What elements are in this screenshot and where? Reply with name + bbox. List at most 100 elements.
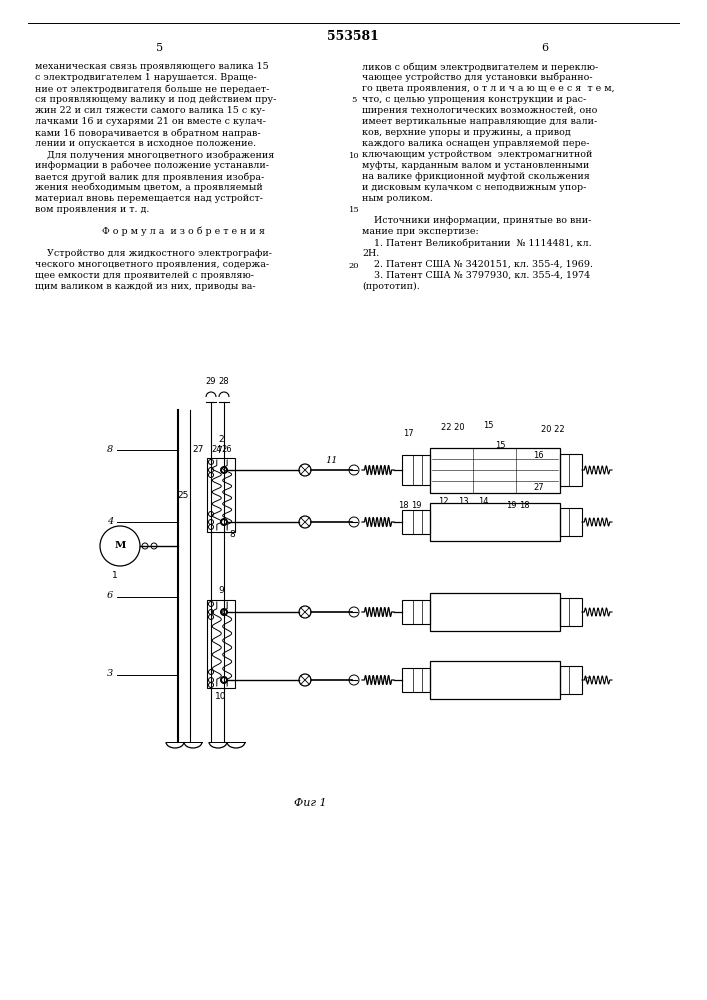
Bar [402, 455, 430, 485]
Text: 2: 2 [218, 435, 224, 444]
Circle shape [209, 468, 214, 473]
Circle shape [349, 607, 359, 617]
Text: 26: 26 [222, 445, 233, 454]
Bar [402, 510, 430, 534]
Text: 1: 1 [112, 571, 118, 580]
Text: 5: 5 [156, 43, 163, 53]
Text: ным роликом.: ным роликом. [362, 194, 433, 203]
Text: механическая связь проявляющего валика 15: механическая связь проявляющего валика 1… [35, 62, 269, 71]
Text: чающее устройство для установки выбранно-: чающее устройство для установки выбранно… [362, 73, 592, 83]
Circle shape [209, 524, 214, 530]
Circle shape [209, 678, 214, 682]
Bar [560, 598, 582, 626]
Text: 5: 5 [351, 97, 357, 104]
Text: 20 22: 20 22 [541, 424, 565, 434]
Text: ся проявляющему валику и под действием пру-: ся проявляющему валику и под действием п… [35, 95, 276, 104]
Text: лачками 16 и сухарями 21 он вместе с кулач-: лачками 16 и сухарями 21 он вместе с кул… [35, 117, 266, 126]
Text: 25: 25 [177, 490, 189, 499]
Text: жин 22 и сил тяжести самого валика 15 с ку-: жин 22 и сил тяжести самого валика 15 с … [35, 106, 265, 115]
Text: что, с целью упрощения конструкции и рас-: что, с целью упрощения конструкции и рас… [362, 95, 586, 104]
Text: 6: 6 [107, 591, 113, 600]
Text: 27: 27 [533, 484, 544, 492]
Circle shape [209, 601, 214, 606]
Text: ческого многоцветного проявления, содержа-: ческого многоцветного проявления, содерж… [35, 260, 269, 269]
Text: 13: 13 [457, 497, 468, 506]
Text: 27: 27 [192, 445, 204, 454]
Text: 19: 19 [506, 500, 516, 510]
Circle shape [221, 466, 228, 474]
Circle shape [209, 460, 214, 464]
Circle shape [221, 609, 226, 614]
Text: 29: 29 [206, 377, 216, 386]
Circle shape [349, 465, 359, 475]
Circle shape [151, 543, 157, 549]
Text: и дисковым кулачком с неподвижным упор-: и дисковым кулачком с неподвижным упор- [362, 183, 586, 192]
Text: 20: 20 [349, 261, 359, 269]
Bar [560, 508, 582, 536]
Text: муфты, карданным валом и установленными: муфты, карданным валом и установленными [362, 161, 589, 170]
Text: (прототип).: (прототип). [362, 282, 420, 291]
Text: 15: 15 [349, 207, 359, 215]
Circle shape [209, 520, 214, 524]
Bar [402, 668, 430, 692]
Text: с электродвигателем 1 нарушается. Враще-: с электродвигателем 1 нарушается. Враще- [35, 73, 257, 82]
Circle shape [221, 468, 226, 473]
Text: 10: 10 [349, 151, 359, 159]
Text: 12: 12 [438, 497, 448, 506]
Text: c: c [585, 676, 590, 684]
Text: 28: 28 [218, 377, 229, 386]
Text: 22 20: 22 20 [441, 424, 464, 432]
Text: 2. Патент США № 3420151, кл. 355-4, 1969.: 2. Патент США № 3420151, кл. 355-4, 1969… [362, 260, 593, 269]
Bar [560, 454, 582, 486]
Text: информации в рабочее положение устанавли-: информации в рабочее положение устанавли… [35, 161, 269, 170]
Text: Источники информации, принятые во вни-: Источники информации, принятые во вни- [362, 216, 591, 225]
Text: материал вновь перемещается над устройст-: материал вновь перемещается над устройст… [35, 194, 263, 203]
Circle shape [209, 473, 214, 478]
Text: 4: 4 [107, 516, 113, 526]
Text: лении и опускается в исходное положение.: лении и опускается в исходное положение. [35, 139, 256, 148]
Circle shape [209, 682, 214, 688]
Text: Для получения многоцветного изображения: Для получения многоцветного изображения [35, 150, 274, 159]
Bar [402, 600, 430, 624]
Bar [430, 593, 560, 631]
Text: 18: 18 [397, 500, 409, 510]
Text: жения необходимым цветом, а проявляемый: жения необходимым цветом, а проявляемый [35, 183, 263, 192]
Text: ширения технологических возможностей, оно: ширения технологических возможностей, он… [362, 106, 597, 115]
Bar [207, 458, 235, 532]
Text: 10: 10 [215, 692, 227, 701]
Text: щим валиком в каждой из них, приводы ва-: щим валиком в каждой из них, приводы ва- [35, 282, 256, 291]
Text: 8: 8 [229, 530, 235, 539]
Text: ками 16 поворачивается в обратном направ-: ками 16 поворачивается в обратном направ… [35, 128, 261, 137]
Text: M: M [115, 540, 126, 550]
Text: каждого валика оснащен управляемой пере-: каждого валика оснащен управляемой пере- [362, 139, 590, 148]
Text: имеет вертикальные направляющие для вали-: имеет вертикальные направляющие для вали… [362, 117, 597, 126]
Circle shape [142, 543, 148, 549]
Text: 3: 3 [107, 670, 113, 678]
Text: 15: 15 [495, 441, 506, 450]
Bar [430, 503, 560, 541]
Text: го цвета проявления, о т л и ч а ю щ е е с я  т е м,: го цвета проявления, о т л и ч а ю щ е е… [362, 84, 614, 93]
Text: 7: 7 [216, 446, 222, 455]
Text: 553581: 553581 [327, 30, 379, 43]
Text: вом проявления и т. д.: вом проявления и т. д. [35, 205, 149, 214]
Text: 17: 17 [403, 428, 414, 438]
Text: ключающим устройством  электромагнитной: ключающим устройством электромагнитной [362, 150, 592, 159]
Text: Устройство для жидкостного электрографи-: Устройство для жидкостного электрографи- [35, 249, 272, 258]
Circle shape [349, 517, 359, 527]
Bar [207, 600, 235, 688]
Text: ликов с общим электродвигателем и переклю-: ликов с общим электродвигателем и перекл… [362, 62, 598, 72]
Text: 2Н.: 2Н. [362, 249, 379, 258]
Text: Фиг 1: Фиг 1 [293, 798, 327, 808]
Circle shape [221, 676, 228, 684]
Text: ние от электродвигателя больше не передает-: ние от электродвигателя больше не переда… [35, 84, 269, 94]
Text: Ф о р м у л а  и з о б р е т е н и я: Ф о р м у л а и з о б р е т е н и я [102, 227, 264, 236]
Text: 16: 16 [533, 452, 544, 460]
Circle shape [209, 670, 214, 674]
Text: 3. Патент США № 3797930, кл. 355-4, 1974: 3. Патент США № 3797930, кл. 355-4, 1974 [362, 271, 590, 280]
Bar [430, 448, 560, 492]
Circle shape [221, 520, 226, 524]
Text: 14: 14 [478, 497, 489, 506]
Text: на валике фрикционной муфтой скольжения: на валике фрикционной муфтой скольжения [362, 172, 590, 181]
Circle shape [209, 512, 214, 516]
Circle shape [221, 608, 228, 615]
